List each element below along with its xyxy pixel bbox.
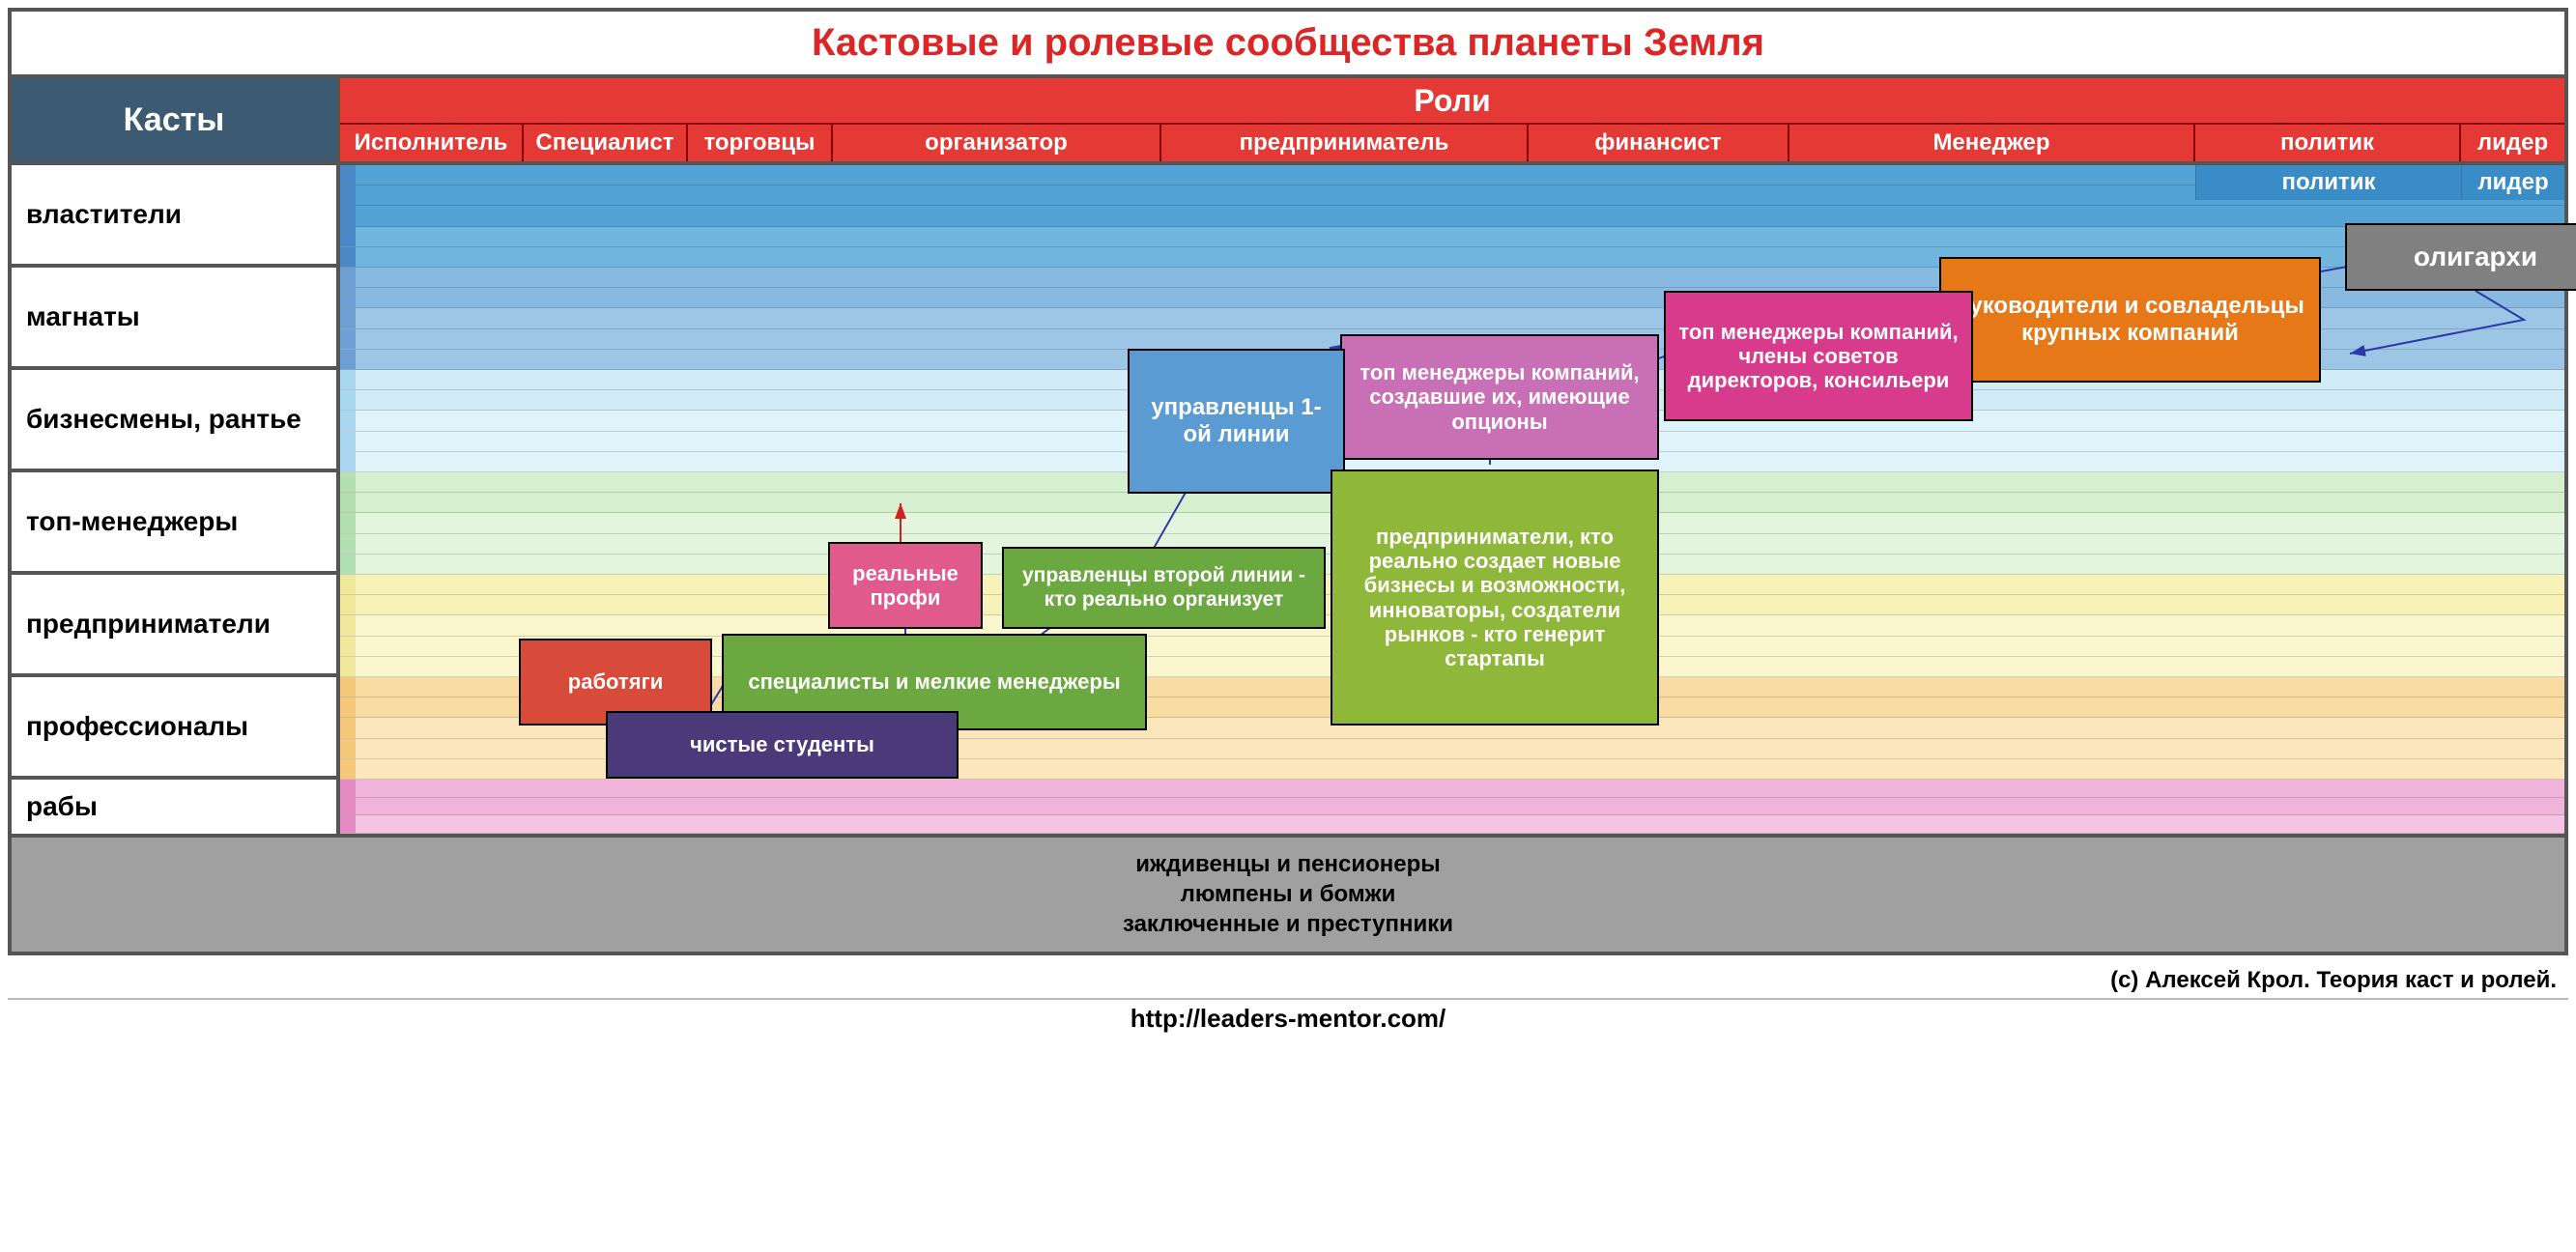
- caste-row: властители: [12, 165, 336, 268]
- roles-header-label: Роли: [1414, 83, 1490, 119]
- title-text: Кастовые и ролевые сообщества планеты Зе…: [812, 21, 1764, 64]
- group-box-line2-mgr: управленцы второй линии - кто реально ор…: [1002, 547, 1326, 629]
- group-box-owners: руководители и совладельцы крупных компа…: [1939, 257, 2321, 383]
- footer-line: люмпены и бомжи: [12, 879, 2564, 909]
- footer-lines: иждивенцы и пенсионерылюмпены и бомжизак…: [12, 849, 2564, 940]
- group-box-students: чистые студенты: [606, 711, 959, 779]
- caste-band: [340, 780, 2564, 834]
- group-box-oligarch: олигархи: [2345, 223, 2576, 291]
- diagram-frame: Кастовые и ролевые сообщества планеты Зе…: [8, 8, 2568, 955]
- caste-row: профессионалы: [12, 677, 336, 780]
- group-box-top-mgr-options: топ менеджеры компаний, создавшие их, им…: [1340, 334, 1659, 460]
- top-badge: лидер: [2461, 165, 2564, 200]
- role-col-header: политик: [2195, 125, 2461, 161]
- role-col-header: лидер: [2461, 125, 2564, 161]
- caste-row: рабы: [12, 780, 336, 834]
- role-col-header: организатор: [833, 125, 1161, 161]
- caste-row: предприниматели: [12, 575, 336, 677]
- group-box-entrepreneurs: предприниматели, кто реально создает нов…: [1331, 470, 1659, 726]
- castes-header-label: Касты: [124, 101, 225, 139]
- footer-line: иждивенцы и пенсионеры: [12, 849, 2564, 879]
- footer-url: http://leaders-mentor.com/: [8, 998, 2568, 1045]
- top-badge: политик: [2195, 165, 2461, 200]
- role-col-header: Специалист: [524, 125, 688, 161]
- castes-column: Касты властителимагнатыбизнесмены, ранть…: [12, 78, 340, 834]
- top-badges: политиклидер: [340, 165, 2564, 200]
- role-col-header: предприниматель: [1161, 125, 1529, 161]
- main-title: Кастовые и ролевые сообщества планеты Зе…: [12, 12, 2564, 78]
- castes-header: Касты: [12, 78, 336, 165]
- role-col-header: Исполнитель: [340, 125, 524, 161]
- footer-gray: иждивенцы и пенсионерылюмпены и бомжизак…: [12, 834, 2564, 952]
- group-box-line1-mgr: управленцы 1-ой линии: [1128, 349, 1345, 494]
- group-box-top-mgr-boards: топ менеджеры компаний, члены советов ди…: [1664, 291, 1973, 421]
- caste-row: топ-менеджеры: [12, 472, 336, 575]
- caste-row: магнаты: [12, 268, 336, 370]
- role-col-header: финансист: [1529, 125, 1789, 161]
- roles-columns-header: ИсполнительСпециалистторговцыорганизатор…: [340, 125, 2564, 165]
- credit-line: (с) Алексей Крол. Теория каст и ролей.: [0, 963, 2576, 998]
- band-area: политиклидер олигархируководители и совл…: [340, 165, 2564, 834]
- group-box-real-pros: реальные профи: [828, 542, 983, 629]
- grid-wrap: Касты властителимагнатыбизнесмены, ранть…: [12, 78, 2564, 952]
- footer-line: заключенные и преступники: [12, 909, 2564, 939]
- roles-area: Роли ИсполнительСпециалистторговцыоргани…: [340, 78, 2564, 834]
- grid: Касты властителимагнатыбизнесмены, ранть…: [12, 78, 2564, 834]
- roles-header: Роли: [340, 78, 2564, 125]
- caste-row: бизнесмены, рантье: [12, 370, 336, 472]
- role-col-header: Менеджер: [1789, 125, 2195, 161]
- role-col-header: торговцы: [688, 125, 833, 161]
